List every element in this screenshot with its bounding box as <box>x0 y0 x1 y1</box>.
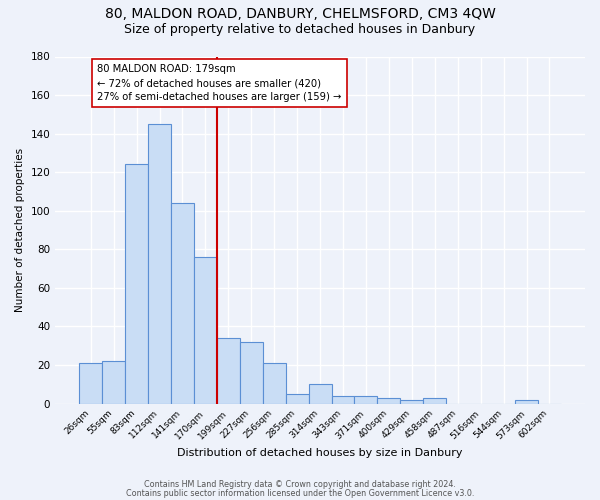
Bar <box>240 342 263 404</box>
Text: 80 MALDON ROAD: 179sqm
← 72% of detached houses are smaller (420)
27% of semi-de: 80 MALDON ROAD: 179sqm ← 72% of detached… <box>97 64 341 102</box>
Bar <box>423 398 446 404</box>
Bar <box>308 384 332 404</box>
Bar <box>377 398 400 404</box>
Text: Contains HM Land Registry data © Crown copyright and database right 2024.: Contains HM Land Registry data © Crown c… <box>144 480 456 489</box>
Bar <box>79 363 102 404</box>
Bar <box>102 361 125 404</box>
Bar <box>148 124 171 404</box>
Bar <box>125 164 148 404</box>
Bar <box>332 396 355 404</box>
Text: Contains public sector information licensed under the Open Government Licence v3: Contains public sector information licen… <box>126 488 474 498</box>
Y-axis label: Number of detached properties: Number of detached properties <box>15 148 25 312</box>
Text: Size of property relative to detached houses in Danbury: Size of property relative to detached ho… <box>124 22 476 36</box>
Bar <box>286 394 308 404</box>
Bar <box>400 400 423 404</box>
Bar <box>171 203 194 404</box>
Bar <box>263 363 286 404</box>
Bar <box>355 396 377 404</box>
Bar <box>515 400 538 404</box>
Bar <box>217 338 240 404</box>
Text: 80, MALDON ROAD, DANBURY, CHELMSFORD, CM3 4QW: 80, MALDON ROAD, DANBURY, CHELMSFORD, CM… <box>104 8 496 22</box>
Bar <box>194 257 217 404</box>
X-axis label: Distribution of detached houses by size in Danbury: Distribution of detached houses by size … <box>178 448 463 458</box>
